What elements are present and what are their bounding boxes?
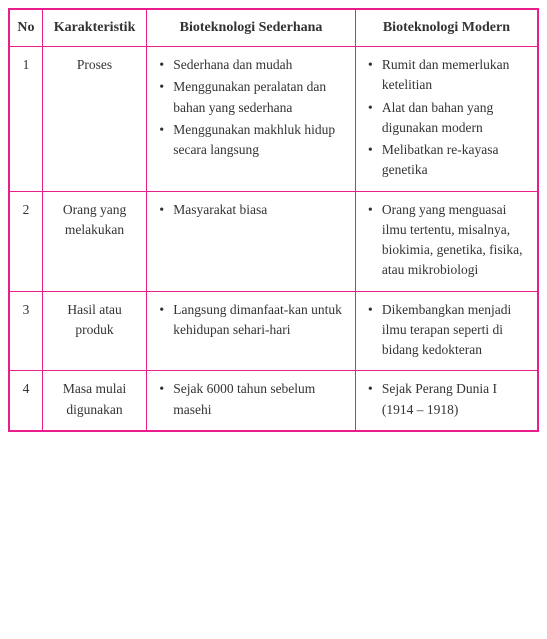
- cell-modern: Dikembangkan menjadi ilmu terapan sepert…: [355, 291, 538, 371]
- list-modern: Dikembangkan menjadi ilmu terapan sepert…: [362, 300, 531, 361]
- cell-modern: Rumit dan memerlukan ketelitianAlat dan …: [355, 47, 538, 192]
- header-sederhana: Bioteknologi Sederhana: [147, 9, 356, 47]
- list-item: Melibatkan re-kayasa genetika: [366, 140, 531, 181]
- cell-karakteristik: Proses: [42, 47, 146, 192]
- list-item: Menggunakan makhluk hidup secara langsun…: [157, 120, 349, 161]
- cell-no: 3: [9, 291, 42, 371]
- list-modern: Sejak Perang Dunia I (1914 – 1918): [362, 379, 531, 420]
- table-row: 4Masa mulai digunakan Sejak 6000 tahun se…: [9, 371, 538, 431]
- list-sederhana: Sederhana dan mudahMenggunakan peralatan…: [153, 55, 349, 160]
- list-item: Sederhana dan mudah: [157, 55, 349, 75]
- list-modern: Orang yang menguasai ilmu tertentu, misa…: [362, 200, 531, 281]
- cell-sederhana: Masyarakat biasa: [147, 191, 356, 291]
- list-item: Rumit dan memerlukan ketelitian: [366, 55, 531, 96]
- list-sederhana: Langsung dimanfaat-kan untuk kehidupan s…: [153, 300, 349, 341]
- list-item: Langsung dimanfaat-kan untuk kehidupan s…: [157, 300, 349, 341]
- cell-sederhana: Sederhana dan mudahMenggunakan peralatan…: [147, 47, 356, 192]
- table-header-row: No Karakteristik Bioteknologi Sederhana …: [9, 9, 538, 47]
- list-item: Masyarakat biasa: [157, 200, 349, 220]
- table-row: 2Orang yang melakukan Masyarakat biasa Ora…: [9, 191, 538, 291]
- cell-modern: Sejak Perang Dunia I (1914 – 1918): [355, 371, 538, 431]
- list-modern: Rumit dan memerlukan ketelitianAlat dan …: [362, 55, 531, 181]
- list-item: Alat dan bahan yang digunakan modern: [366, 98, 531, 139]
- cell-no: 2: [9, 191, 42, 291]
- cell-karakteristik: Hasil atau produk: [42, 291, 146, 371]
- header-modern: Bioteknologi Modern: [355, 9, 538, 47]
- header-no: No: [9, 9, 42, 47]
- cell-karakteristik: Masa mulai digunakan: [42, 371, 146, 431]
- comparison-table: No Karakteristik Bioteknologi Sederhana …: [8, 8, 539, 432]
- list-item: Menggunakan peralatan dan bahan yang sed…: [157, 77, 349, 118]
- table-row: 3Hasil atau produk Langsung dimanfaat-kan…: [9, 291, 538, 371]
- cell-no: 4: [9, 371, 42, 431]
- table-row: 1ProsesSederhana dan mudahMenggunakan pe…: [9, 47, 538, 192]
- list-item: Orang yang menguasai ilmu tertentu, misa…: [366, 200, 531, 281]
- cell-modern: Orang yang menguasai ilmu tertentu, misa…: [355, 191, 538, 291]
- cell-sederhana: Langsung dimanfaat-kan untuk kehidupan s…: [147, 291, 356, 371]
- cell-sederhana: Sejak 6000 tahun sebelum masehi: [147, 371, 356, 431]
- list-item: Sejak 6000 tahun sebelum masehi: [157, 379, 349, 420]
- list-item: Dikembangkan menjadi ilmu terapan sepert…: [366, 300, 531, 361]
- table-body: 1ProsesSederhana dan mudahMenggunakan pe…: [9, 47, 538, 431]
- list-sederhana: Masyarakat biasa: [153, 200, 349, 220]
- header-karakteristik: Karakteristik: [42, 9, 146, 47]
- cell-karakteristik: Orang yang melakukan: [42, 191, 146, 291]
- list-sederhana: Sejak 6000 tahun sebelum masehi: [153, 379, 349, 420]
- cell-no: 1: [9, 47, 42, 192]
- list-item: Sejak Perang Dunia I (1914 – 1918): [366, 379, 531, 420]
